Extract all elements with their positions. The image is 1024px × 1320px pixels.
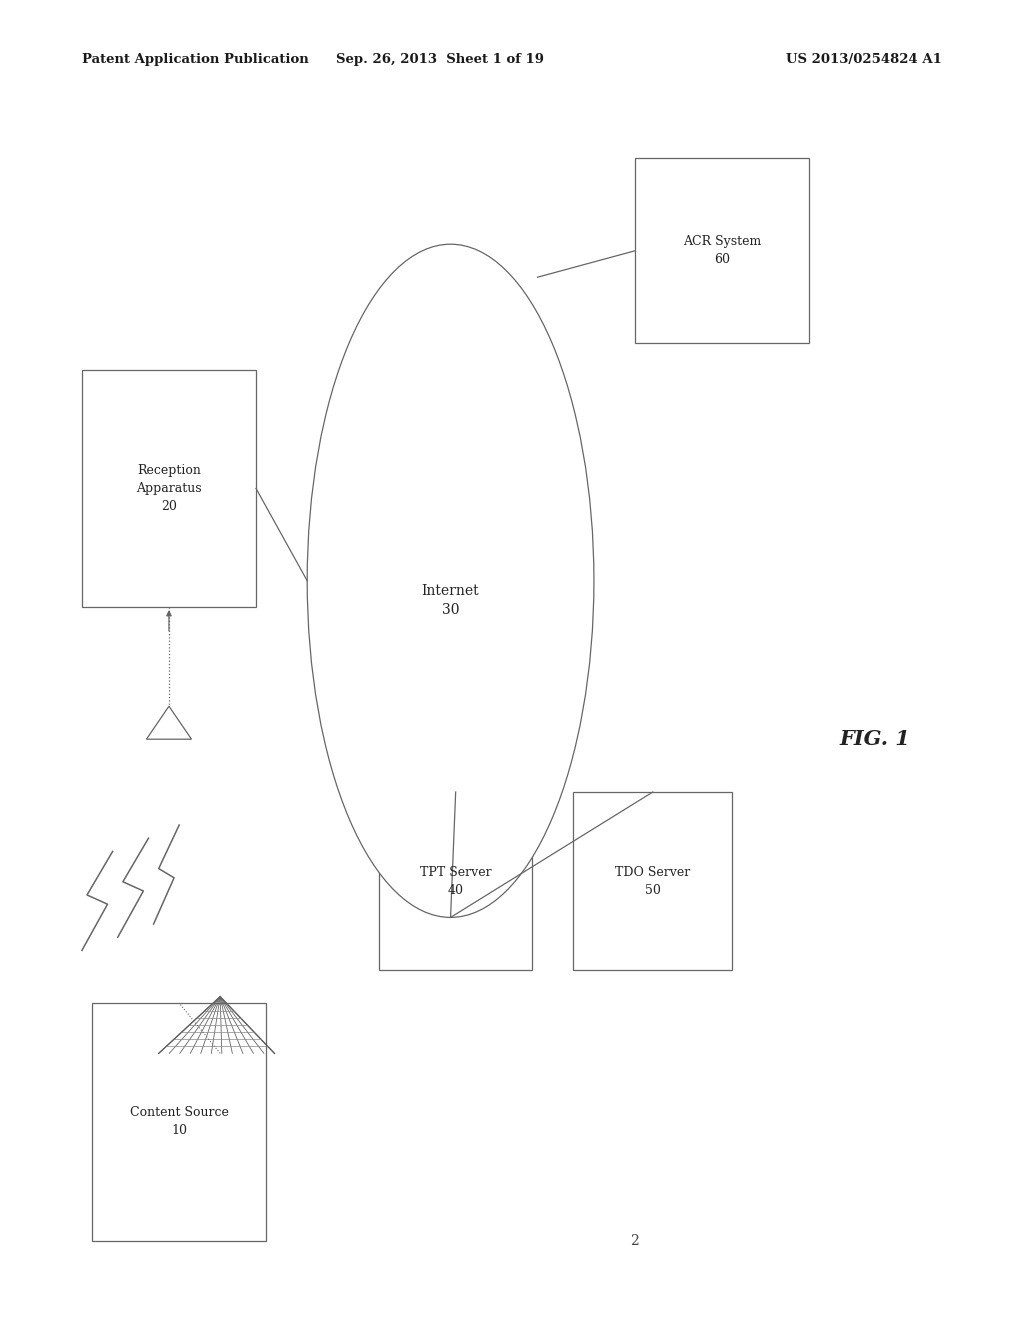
Text: US 2013/0254824 A1: US 2013/0254824 A1 xyxy=(786,53,942,66)
Text: Internet
30: Internet 30 xyxy=(422,585,479,616)
Text: Sep. 26, 2013  Sheet 1 of 19: Sep. 26, 2013 Sheet 1 of 19 xyxy=(336,53,545,66)
Text: Patent Application Publication: Patent Application Publication xyxy=(82,53,308,66)
Text: TPT Server
40: TPT Server 40 xyxy=(420,866,492,896)
Text: FIG. 1: FIG. 1 xyxy=(840,729,910,750)
Bar xyxy=(82,370,256,607)
Bar xyxy=(379,792,532,970)
Ellipse shape xyxy=(307,244,594,917)
Bar xyxy=(573,792,732,970)
Text: TDO Server
50: TDO Server 50 xyxy=(615,866,690,896)
Polygon shape xyxy=(146,706,191,739)
Text: Reception
Apparatus
20: Reception Apparatus 20 xyxy=(136,463,202,513)
Bar xyxy=(92,1003,266,1241)
Bar xyxy=(635,158,809,343)
Text: Content Source
10: Content Source 10 xyxy=(130,1106,228,1138)
Text: ACR System
60: ACR System 60 xyxy=(683,235,761,267)
Text: 2: 2 xyxy=(631,1234,639,1247)
